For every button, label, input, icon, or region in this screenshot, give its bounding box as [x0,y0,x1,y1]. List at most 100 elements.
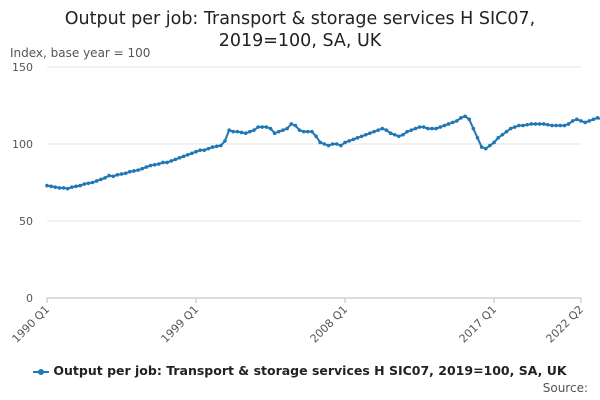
data-point[interactable] [438,125,443,129]
data-point[interactable] [181,154,186,159]
data-point[interactable] [372,129,376,134]
data-point[interactable] [347,139,351,143]
data-point[interactable] [397,134,401,139]
data-point[interactable] [591,117,596,122]
data-point[interactable] [566,122,571,126]
data-point[interactable] [343,140,347,145]
legend[interactable]: Output per job: Transport & storage serv… [0,363,600,378]
data-point[interactable] [256,125,260,129]
data-point[interactable] [413,126,418,131]
data-point[interactable] [546,122,550,127]
data-point[interactable] [272,131,277,136]
data-point[interactable] [479,145,484,149]
data-point[interactable] [177,156,182,160]
data-point[interactable] [471,126,476,131]
data-point[interactable] [156,162,161,166]
data-point[interactable] [537,122,542,126]
data-point[interactable] [248,129,252,134]
data-point[interactable] [492,140,496,145]
data-point[interactable] [475,136,480,140]
data-point[interactable] [214,144,219,149]
data-point[interactable] [409,128,414,132]
data-point[interactable] [185,152,190,157]
data-point[interactable] [65,186,70,191]
data-point[interactable] [318,140,323,145]
data-point[interactable] [136,168,140,172]
data-point[interactable] [210,145,215,149]
data-point[interactable] [558,123,563,128]
data-point[interactable] [583,120,587,125]
data-point[interactable] [111,174,116,179]
data-point[interactable] [297,128,302,132]
data-point[interactable] [198,148,202,152]
data-point[interactable] [339,143,343,148]
data-point[interactable] [260,125,265,129]
data-point[interactable] [405,129,409,134]
data-point[interactable] [310,129,314,134]
data-point[interactable] [455,119,459,123]
data-point[interactable] [562,123,567,128]
data-point[interactable] [376,128,380,132]
data-point[interactable] [70,185,74,189]
data-point[interactable] [305,129,310,134]
data-point[interactable] [450,120,455,125]
data-point[interactable] [459,116,463,120]
data-point[interactable] [277,129,281,134]
data-point[interactable] [512,125,517,129]
data-point[interactable] [78,183,82,188]
data-point[interactable] [231,129,236,134]
data-point[interactable] [144,165,149,169]
data-point[interactable] [285,126,289,131]
data-point[interactable] [289,122,294,126]
data-point[interactable] [219,143,223,148]
data-point[interactable] [268,126,273,131]
data-point[interactable] [127,169,132,174]
data-point[interactable] [140,166,145,171]
data-point[interactable] [430,126,434,131]
data-point[interactable] [500,132,505,137]
data-point[interactable] [575,117,579,122]
data-point[interactable] [351,137,356,142]
data-point[interactable] [579,119,583,123]
data-point[interactable] [293,123,298,128]
data-point[interactable] [45,183,49,188]
data-point[interactable] [326,143,331,148]
data-point[interactable] [165,160,169,165]
data-point[interactable] [384,128,389,132]
data-point[interactable] [467,117,472,122]
data-point[interactable] [508,126,513,131]
data-point[interactable] [103,176,107,180]
data-point[interactable] [148,163,153,168]
data-point[interactable] [488,143,492,148]
data-point[interactable] [355,136,360,140]
data-point[interactable] [330,142,335,146]
data-point[interactable] [194,149,198,154]
data-point[interactable] [94,179,99,183]
data-point[interactable] [123,171,128,176]
data-point[interactable] [252,128,256,132]
data-point[interactable] [82,182,87,186]
data-point[interactable] [49,184,53,189]
data-point[interactable] [483,146,488,151]
data-point[interactable] [380,126,385,131]
data-point[interactable] [53,185,58,189]
data-point[interactable] [322,142,327,146]
data-point[interactable] [334,142,339,146]
data-point[interactable] [434,126,438,131]
data-point[interactable] [554,123,558,128]
data-point[interactable] [301,129,306,134]
data-point[interactable] [595,116,600,120]
data-point[interactable] [74,184,78,189]
data-point[interactable] [169,159,173,163]
data-point[interactable] [57,186,62,190]
data-point[interactable] [529,122,534,126]
data-point[interactable] [392,132,397,137]
data-point[interactable] [587,119,592,123]
data-point[interactable] [86,181,91,186]
data-point[interactable] [223,139,227,143]
data-point[interactable] [426,126,430,131]
data-point[interactable] [239,130,244,135]
data-point[interactable] [525,122,529,127]
data-point[interactable] [264,125,269,129]
data-point[interactable] [119,172,124,176]
